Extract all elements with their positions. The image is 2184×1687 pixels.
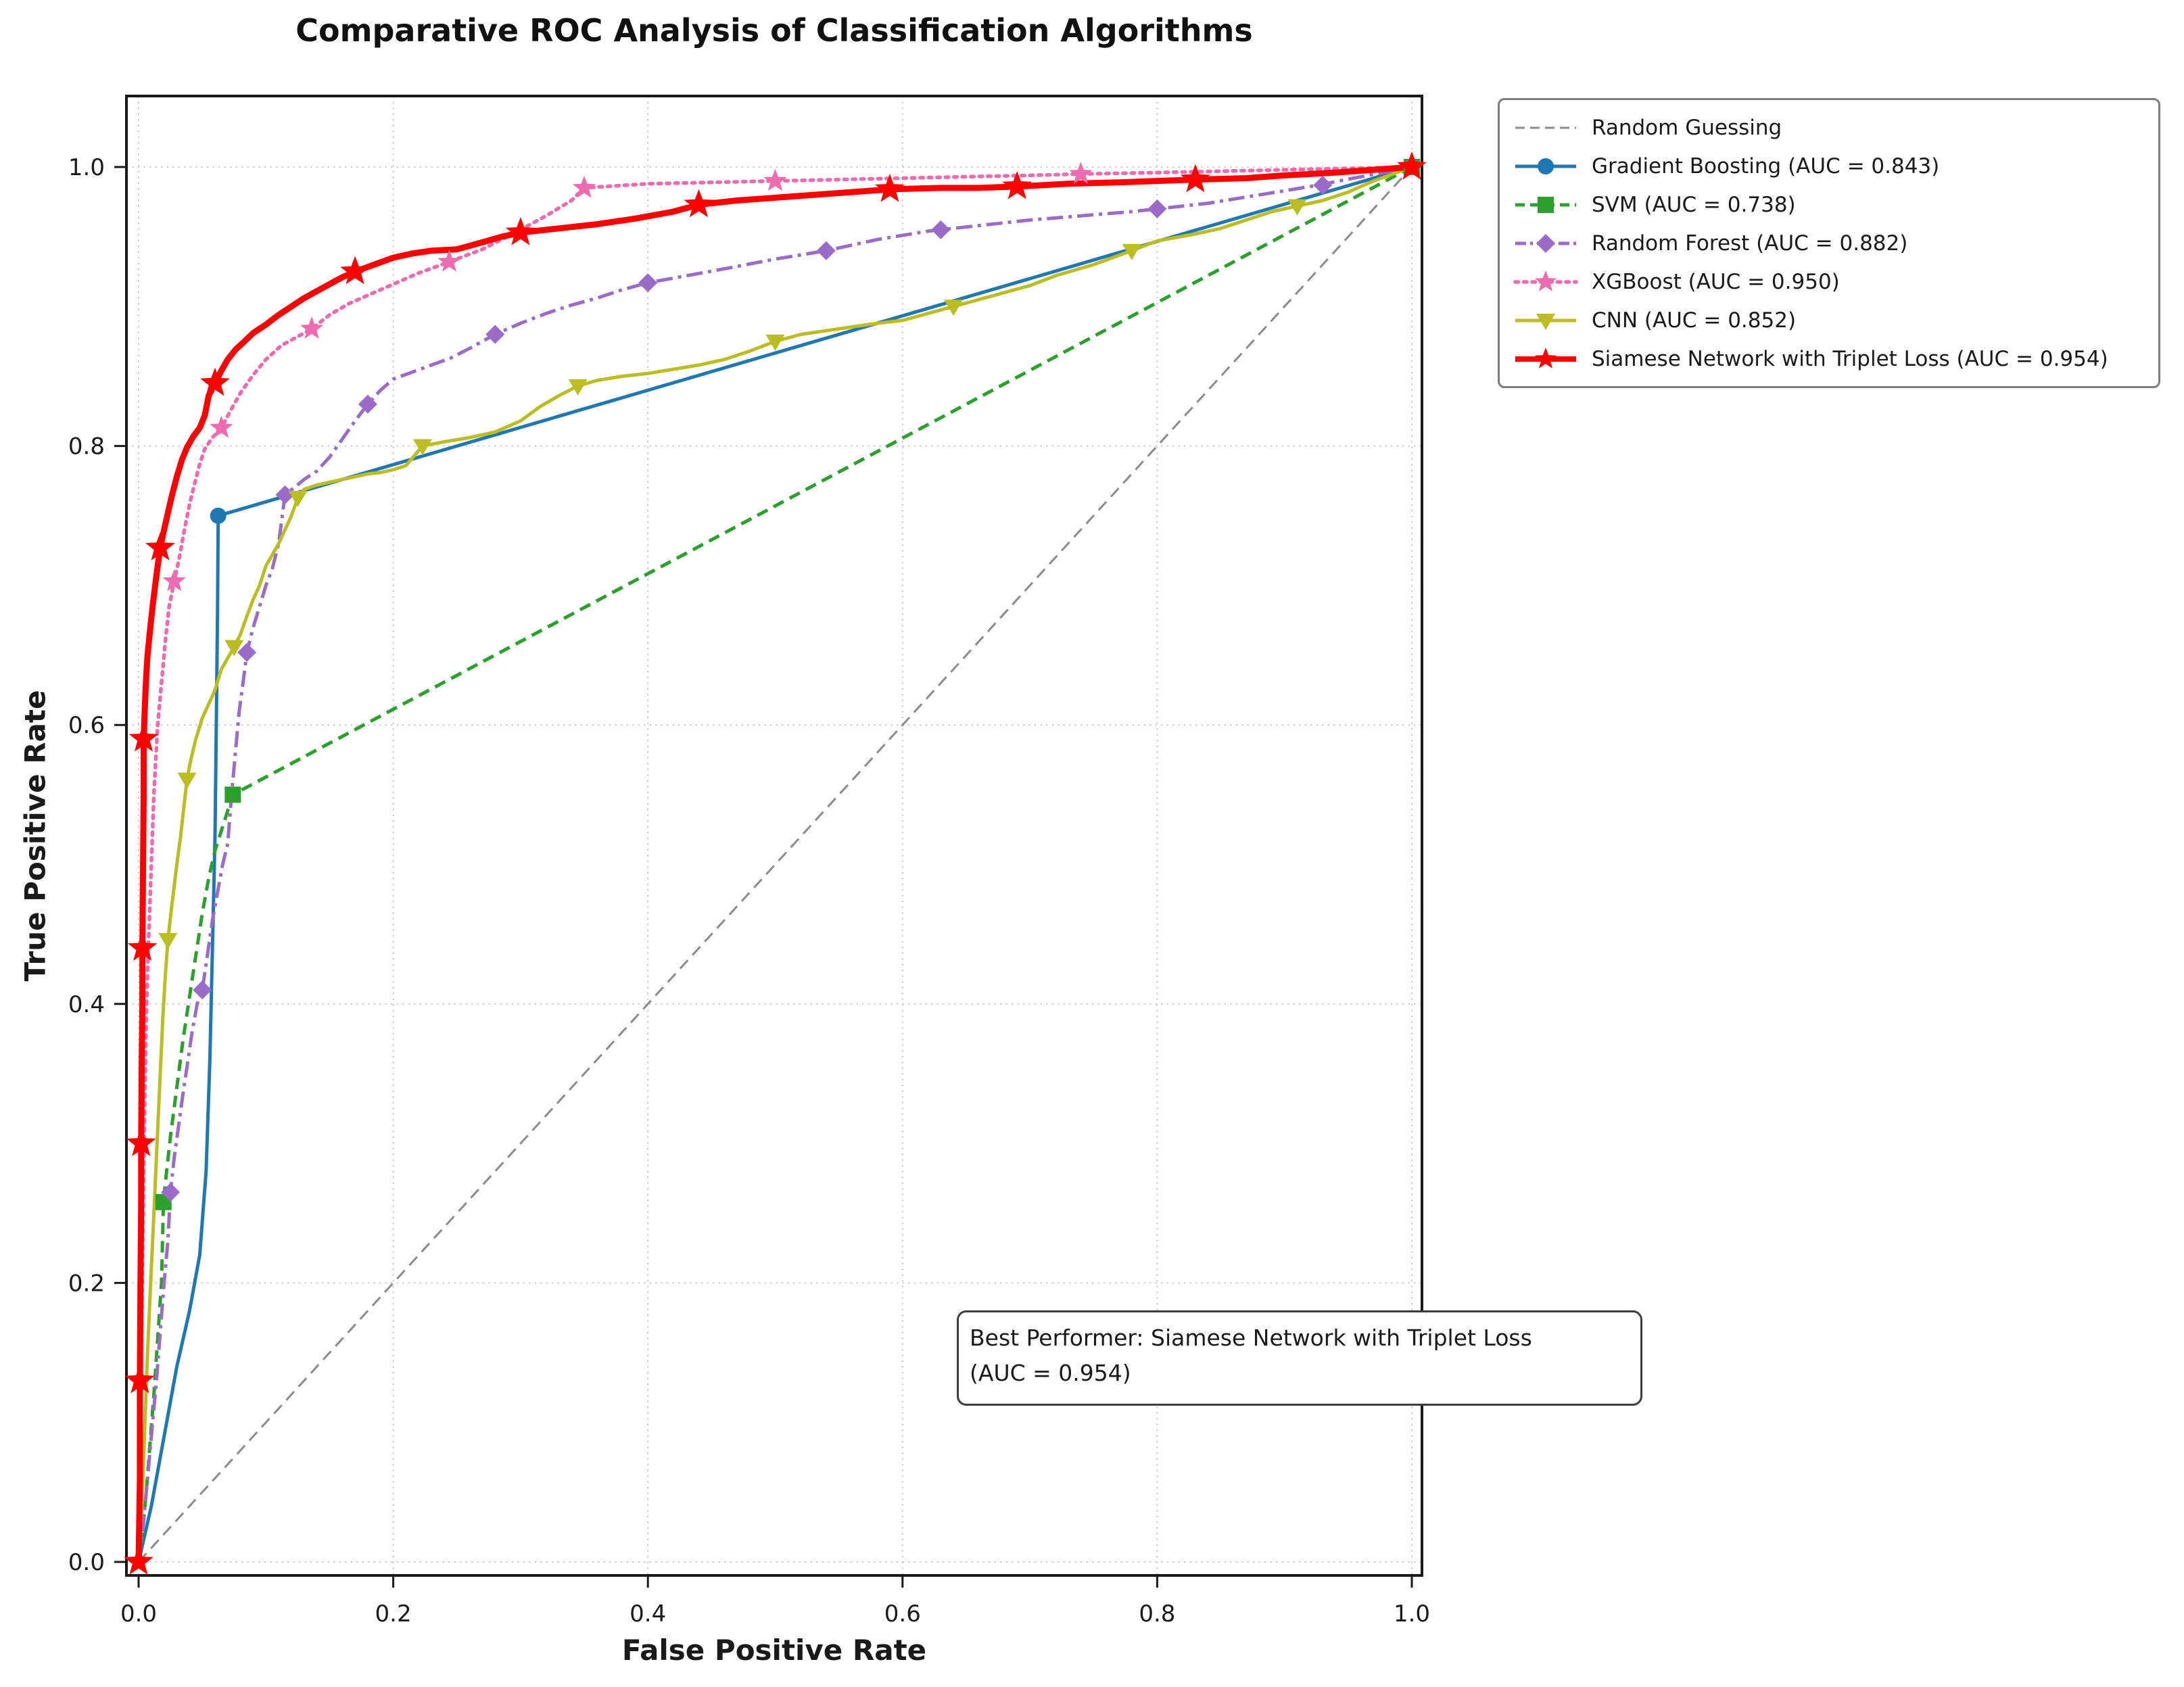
marker-cnn [765, 334, 785, 351]
x-axis-title: False Positive Rate [621, 1634, 927, 1667]
marker-cnn [568, 379, 588, 396]
marker-siamese-network [200, 367, 230, 396]
legend-label-random-forest: Random Forest (AUC = 0.882) [1592, 231, 1908, 256]
annotation-line-2: (AUC = 0.954) [970, 1360, 1131, 1386]
legend-label-random-guessing: Random Guessing [1592, 115, 1782, 140]
chart-title: Comparative ROC Analysis of Classificati… [295, 12, 1253, 49]
marker-siamese-network [125, 1364, 155, 1394]
marker-siamese-network [127, 932, 158, 961]
diamond-icon [1536, 233, 1555, 253]
marker-siamese-network [1002, 170, 1032, 199]
legend-label-siamese-network: Siamese Network with Triplet Loss (AUC =… [1592, 346, 2108, 371]
legend: Random Guessing Gradient Boosting (AUC = … [1498, 98, 2160, 388]
square-icon [1538, 196, 1554, 213]
legend-label-svm: SVM (AUC = 0.738) [1592, 192, 1796, 217]
marker-cnn [1122, 243, 1141, 260]
y-tick-label: 0.8 [68, 433, 105, 460]
legend-item-cnn: CNN (AUC = 0.852) [1513, 301, 2145, 339]
curve-cnn [137, 165, 1413, 1563]
y-tick-label: 1.0 [68, 154, 105, 181]
marker-cnn [177, 772, 197, 789]
marker-cnn [412, 439, 432, 456]
marker-random-forest [358, 394, 377, 414]
marker-random-forest [1147, 199, 1167, 218]
star-icon [1534, 270, 1557, 291]
marker-cnn [158, 932, 178, 949]
y-tick-label: 0.6 [68, 712, 105, 739]
triangle-down-icon [1536, 313, 1555, 330]
marker-xgboost [1069, 162, 1093, 184]
curve-random-forest [137, 165, 1413, 1563]
legend-item-siamese-network: Siamese Network with Triplet Loss (AUC =… [1513, 339, 2145, 378]
marker-gradient-boosting [210, 507, 227, 524]
marker-xgboost [162, 569, 186, 592]
legend-sample-gradient-boosting [1515, 158, 1576, 174]
marker-random-forest [485, 325, 505, 344]
plot-area: 0.0 0.2 0.4 0.6 0.8 1.0 0.0 0.2 0.4 0.6 0.8 1.0 [68, 95, 1430, 1627]
marker-xgboost [763, 168, 787, 191]
legend-sample-svm [1515, 196, 1576, 213]
legend-label-cnn: CNN (AUC = 0.852) [1592, 308, 1797, 333]
annotation-line-1: Best Performer: Siamese Network with Tri… [970, 1325, 1532, 1351]
marker-siamese-network [145, 532, 175, 561]
y-tick-label: 0.0 [68, 1549, 105, 1576]
marker-random-forest [1313, 175, 1333, 195]
star-icon [1534, 347, 1557, 369]
marker-xgboost [210, 415, 233, 438]
marker-siamese-network [124, 1546, 153, 1575]
marker-random-forest [275, 485, 295, 504]
legend-sample-random-forest [1515, 233, 1576, 253]
x-tick-label: 1.0 [1394, 1600, 1430, 1627]
legend-item-random-forest: Random Forest (AUC = 0.882) [1513, 224, 2145, 262]
legend-label-gradient-boosting: Gradient Boosting (AUC = 0.843) [1592, 153, 1940, 179]
legend-item-gradient-boosting: Gradient Boosting (AUC = 0.843) [1513, 147, 2145, 185]
y-tick-label: 0.2 [68, 1270, 105, 1297]
marker-siamese-network [1181, 164, 1210, 193]
legend-sample-cnn [1515, 313, 1576, 330]
best-performer-annotation: Best Performer: Siamese Network with Tri… [957, 1310, 1642, 1406]
marker-siamese-network [506, 217, 536, 245]
marker-siamese-network [1397, 151, 1427, 180]
x-tick-label: 0.0 [120, 1600, 157, 1627]
legend-item-xgboost: XGBoost (AUC = 0.950) [1513, 262, 2145, 301]
y-axis-title: True Positive Rate [18, 690, 52, 982]
marker-random-forest [193, 980, 212, 1000]
legend-sample-random-guessing [1515, 126, 1576, 128]
marker-random-forest [816, 241, 836, 260]
marker-siamese-network [875, 174, 905, 202]
marker-siamese-network [126, 1128, 156, 1156]
marker-cnn [1287, 199, 1307, 216]
curve-gradient-boosting [137, 165, 1413, 1563]
marker-xgboost [572, 175, 596, 198]
marker-xgboost [300, 316, 324, 339]
marker-random-forest [638, 273, 658, 293]
marker-xgboost [437, 250, 461, 272]
y-tick-label: 0.4 [68, 991, 105, 1018]
marker-random-forest [237, 642, 257, 662]
marker-siamese-network [128, 723, 159, 752]
marker-siamese-network [340, 256, 370, 285]
legend-item-svm: SVM (AUC = 0.738) [1513, 185, 2145, 224]
marker-svm [224, 786, 241, 803]
marker-cnn [944, 300, 964, 316]
x-tick-label: 0.8 [1139, 1600, 1175, 1627]
plot-border [125, 95, 1423, 1577]
marker-siamese-network [684, 189, 714, 218]
x-tick-label: 0.4 [630, 1600, 666, 1627]
circle-icon [1538, 158, 1554, 174]
legend-sample-siamese-network [1515, 347, 1576, 369]
curve-random-guessing [137, 166, 1413, 1563]
marker-cnn [288, 490, 308, 507]
marker-random-forest [931, 220, 951, 239]
legend-item-random-guessing: Random Guessing [1513, 108, 2145, 147]
curve-xgboost [137, 165, 1414, 1564]
x-tick-label: 0.2 [375, 1600, 412, 1627]
x-tick-label: 0.6 [884, 1600, 921, 1627]
legend-label-xgboost: XGBoost (AUC = 0.950) [1592, 269, 1840, 294]
legend-sample-xgboost [1513, 270, 1578, 291]
marker-cnn [224, 640, 244, 657]
